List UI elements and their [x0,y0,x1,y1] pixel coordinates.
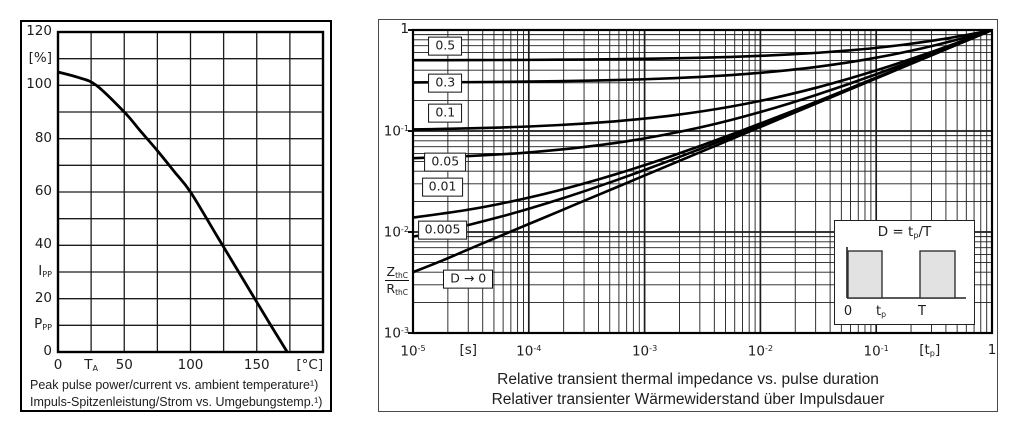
thermal-impedance-panel: 1 10-1 10-2 ZthC RthC 10-3 10-5 [s] 10-4 10-3 10-2… [378,19,998,412]
thermal-caption-en: Relative transient thermal impedance vs.… [497,371,879,388]
y-tick-label: 1 [400,21,409,37]
x-tick-label: 10-2 [747,343,774,360]
y-tick-label: 100 [26,76,52,93]
curve-derating-curve [58,70,289,352]
inset-title: D = tp/T [877,224,932,241]
x-tick-label: 10-3 [631,343,658,360]
derating-caption: Peak pulse power/current vs. ambient tem… [30,377,323,410]
x-tick-label: 0 [53,357,63,373]
pulse-waveform [846,247,966,299]
y-tick-label: 20 [34,289,52,306]
pulse-axis-label: 0 [843,304,853,319]
x-tick-label: [tp] [919,342,941,359]
x-tick-label: TA [84,357,99,374]
curve-label-box: 0.005 [417,220,468,240]
y-tick-label: IPP [38,263,52,280]
x-tick-label: 50 [115,357,133,373]
derating-axis-labels: 120 [%] 100 80 60 40 IPP 20 PPP 0 0 TA 50 100 150 [°C] [22,22,330,410]
curve-label-box: 0.1 [428,103,463,123]
curve-label-box: 0.5 [428,36,463,56]
y-tick-label: 40 [34,236,52,253]
curve-D = 0.1 [412,29,993,131]
derating-caption-en: Peak pulse power/current vs. ambient tem… [30,378,319,392]
x-tick-label: 10-1 [863,343,889,360]
curve-label-box: D → 0 [443,269,494,289]
x-tick-label: 1 [987,342,997,358]
y-tick-label: PPP [34,316,52,333]
y-tick-label: 10-3 [383,325,409,342]
y-tick-label: 80 [34,129,52,146]
plot-border [411,28,994,335]
pulse-1 [847,250,883,299]
derating-chart-panel: 120 [%] 100 80 60 40 IPP 20 PPP 0 0 TA 50 100 150 [°C] … [20,20,332,412]
curve-label-box: 0.05 [424,152,467,172]
curve-D = 0.05 [412,29,993,160]
pulse-2 [919,250,956,299]
pulse-axis-label: tp [875,304,887,319]
curve-D = 0.3 [412,29,993,84]
plot-border [56,30,325,354]
curve-label-box: 0.3 [428,73,463,93]
duty-cycle-inset: D = tp/T 0 tp T [834,220,975,325]
y-tick-label: 10-1 [383,123,409,140]
derating-caption-de: Impuls-Spitzenleistung/Strom vs. Umgebun… [30,395,323,409]
thermal-impedance-axis-labels: 1 10-1 10-2 ZthC RthC 10-3 10-5 [s] 10-4 10-3 10-2… [379,20,997,411]
y-tick-label: 60 [34,183,52,199]
y-tick-label: [%] [28,49,52,66]
y-axis-quantity-label: ZthC RthC [385,263,409,298]
curve-D → 0 [412,29,993,274]
x-tick-label: [°C] [296,357,324,373]
y-tick-label: 10-2 [383,224,409,241]
x-tick-label: 150 [243,357,270,373]
y-tick-label: 0 [43,343,52,359]
x-tick-label: 100 [177,357,204,373]
x-tick-label: 10-4 [516,343,542,360]
x-tick-label: [s] [459,342,478,358]
thermal-caption: Relative transient thermal impedance vs.… [379,370,997,410]
pulse-axis-label: T [918,304,926,319]
derating-plot [56,30,325,354]
thermal-caption-de: Relativer transienter Wärmewiderstand üb… [491,391,885,408]
curve-D = 0.5 [412,29,993,62]
y-tick-label: 120 [26,23,52,39]
curve-label-box: 0.01 [421,177,464,197]
x-tick-label: 10-5 [400,343,426,360]
